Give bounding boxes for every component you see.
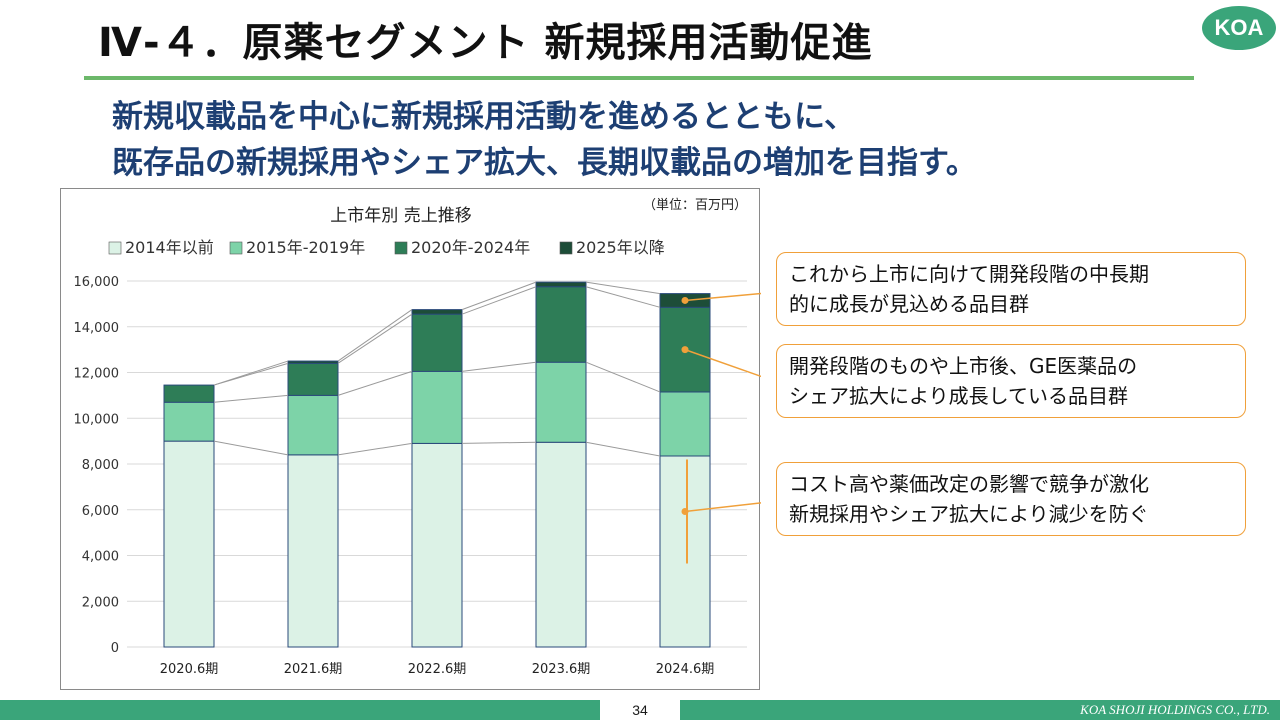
x-tick-label: 2021.6期 [284,662,343,677]
series-connector-2 [585,286,661,308]
x-tick-label: 2020.6期 [160,662,219,677]
series-connector-0 [213,440,289,456]
bar-segment-3-2 [411,309,463,315]
series-connector-1 [585,361,661,393]
bar-segment-0-2 [411,442,463,648]
legend-label-2: 2020年-2024年 [411,238,530,257]
page-number: 34 [600,700,680,720]
y-tick-label: 2,000 [82,595,119,610]
bar-segment-2-2 [411,313,463,372]
legend-label-0: 2014年以前 [125,238,214,257]
stacked-bar-chart: 上市年別 売上推移 （単位：百万円） 2014年以前 2015年-2019年 2020年… [74,197,761,677]
y-tick-label: 4,000 [82,550,119,565]
y-tick-label: 12,000 [74,367,120,382]
legend-swatch-0 [108,241,122,255]
callout-3-line-1: コスト高や薬価改定の影響で競争が激化 [789,472,1149,496]
headline-line-2: 既存品の新規採用やシェア拡大、長期収載品の増加を目指す。 [112,145,977,181]
bar-segment-1-2 [411,370,463,444]
headline-line-1: 新規収載品を中心に新規採用活動を進めるとともに、 [112,99,856,135]
y-tick-label: 16,000 [74,275,120,290]
series-connector-3 [461,281,537,311]
company-name: KOA SHOJI HOLDINGS CO., LTD. [1080,702,1270,717]
x-tick-label: 2024.6期 [656,662,715,677]
y-tick-label: 8,000 [82,458,119,473]
callout-1-line-2: 的に成長が見込める品目群 [789,292,1029,316]
callout-legacy-products: コスト高や薬価改定の影響で競争が激化 新規採用やシェア拡大により減少を防ぐ [776,462,1246,536]
chart-frame: 上市年別 売上推移 （単位：百万円） 2014年以前 2015年-2019年 2020年… [60,188,761,690]
bar-segment-3-1 [287,360,339,364]
bar-segment-2-0 [163,384,215,403]
x-tick-label: 2023.6期 [532,662,591,677]
series-connector-0 [461,441,537,444]
series-connector-2 [461,286,537,315]
bar-segment-1-1 [287,394,339,456]
y-tick-label: 6,000 [82,504,119,519]
callout-leader-1 [684,348,761,378]
bar-segment-0-3 [535,441,587,648]
legend-label-1: 2015年-2019年 [246,238,365,257]
callout-leader-0 [684,292,761,302]
bar-segment-3-3 [535,281,587,288]
legend-swatch-3 [559,241,573,255]
bar-segment-0-4 [659,455,711,648]
callout-leader-dot-1 [681,346,689,354]
bar-segment-1-0 [163,401,215,442]
title-underline [84,76,1194,80]
series-connector-3 [585,281,661,295]
company-logo: KOA [1202,6,1276,50]
chart-title: 上市年別 売上推移 [330,206,471,226]
series-connector-0 [337,442,413,456]
bar-segment-0-1 [287,454,339,648]
bar-segment-1-4 [659,391,711,457]
callout-growing-products: 開発段階のものや上市後、GE医薬品の シェア拡大により成長している品目群 [776,344,1246,418]
callout-future-products: これから上市に向けて開発段階の中長期 的に成長が見込める品目群 [776,252,1246,326]
callout-leader-2 [684,502,761,513]
legend-label-3: 2025年以降 [576,238,665,257]
y-tick-label: 0 [111,641,119,656]
series-connector-1 [461,361,537,372]
series-connector-2 [337,313,413,364]
x-tick-label: 2022.6期 [408,662,467,677]
callout-2-line-1: 開発段階のものや上市後、GE医薬品の [789,354,1138,378]
legend-swatch-2 [394,241,408,255]
series-connector-0 [585,441,661,457]
series-connector-3 [337,309,413,362]
bar-segment-1-3 [535,361,587,443]
headline: 新規収載品を中心に新規採用活動を進めるとともに、 既存品の新規採用やシェア拡大、… [112,94,977,186]
callout-1-line-1: これから上市に向けて開発段階の中長期 [789,262,1149,286]
legend-swatch-1 [229,241,243,255]
callout-3-line-2: 新規採用やシェア拡大により減少を防ぐ [789,502,1149,526]
slide-title: Ⅳ-４．原薬セグメント 新規採用活動促進 [98,20,873,66]
callout-2-line-2: シェア拡大により成長している品目群 [789,384,1128,408]
y-tick-label: 10,000 [74,412,120,427]
series-connector-1 [213,394,289,403]
series-connector-1 [337,370,413,396]
y-tick-label: 14,000 [74,321,120,336]
bar-segment-2-4 [659,306,711,393]
series-connector-3 [213,360,289,386]
callout-leader-dot-0 [681,296,689,304]
bar-segment-0-0 [163,440,215,648]
bar-segment-2-1 [287,362,339,396]
bar-segment-2-3 [535,286,587,363]
chart-unit-note: （単位：百万円） [643,197,747,213]
